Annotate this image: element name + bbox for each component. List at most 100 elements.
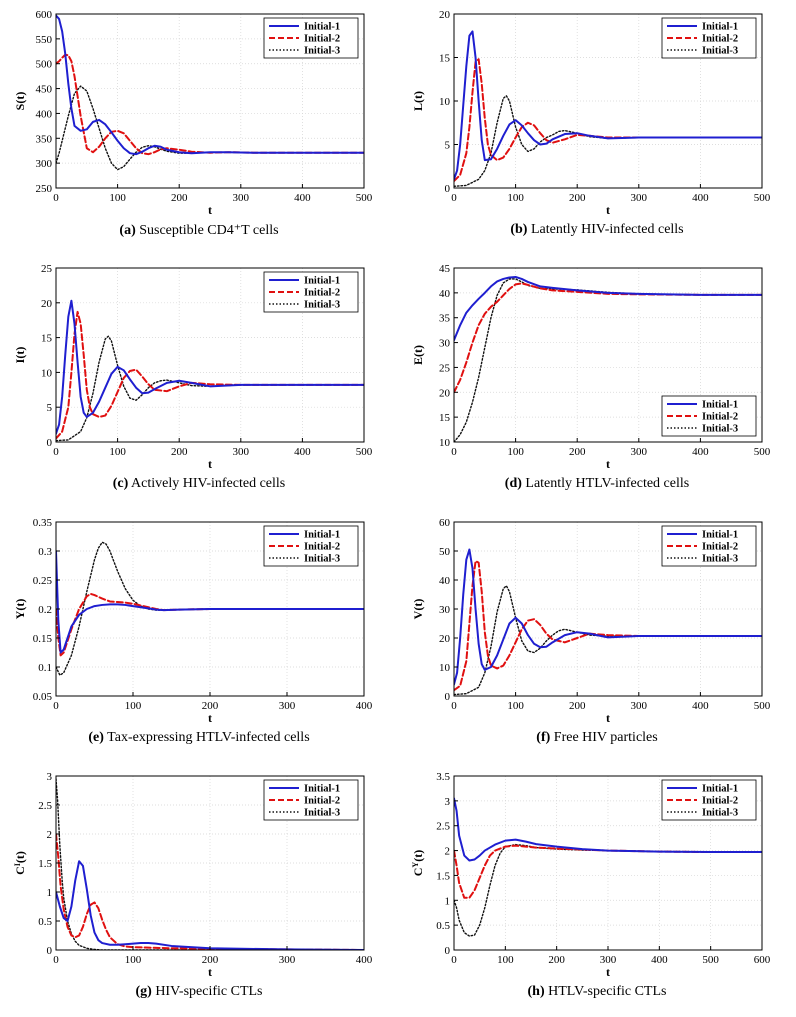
legend-label: Initial-2 (702, 412, 738, 423)
y-tick-label: 25 (439, 362, 451, 374)
series-line-initial-1 (56, 550, 364, 654)
x-tick-label: 300 (631, 192, 648, 204)
y-axis-label: CI(t) (13, 851, 28, 875)
x-axis-label: t (606, 457, 610, 471)
y-tick-label: 3.5 (436, 771, 450, 783)
series-group (56, 778, 364, 950)
x-tick-label: 300 (233, 446, 250, 458)
series-line-initial-2 (454, 282, 762, 394)
x-tick-label: 100 (507, 192, 524, 204)
caption-text: Actively HIV-infected cells (131, 476, 286, 491)
legend-label: Initial-3 (304, 46, 340, 57)
chart-a: 0 100 200 300 400 500 250 300 350 400 450 500 550 600… (13, 9, 373, 217)
x-tick-label: 400 (356, 954, 373, 966)
series-group (56, 541, 364, 676)
legend-label: Initial-1 (702, 530, 738, 541)
x-tick-label: 500 (702, 954, 719, 966)
y-axis-label: E(t) (411, 345, 425, 365)
y-tick-label: 40 (439, 288, 451, 300)
legend-label: Initial-3 (304, 808, 340, 819)
chart-f: 0 100 200 300 400 500 0 10 20 30 40 50 60 t V(t) Initia… (411, 517, 771, 725)
series-line-initial-3 (454, 585, 762, 696)
x-tick-label: 500 (356, 192, 373, 204)
x-tick-label: 400 (692, 446, 709, 458)
x-tick-label: 500 (754, 192, 771, 204)
x-tick-label: 200 (569, 446, 586, 458)
chart-c: 0 100 200 300 400 500 0 5 10 15 20 25 t I(t) Initial-1… (13, 263, 373, 471)
x-tick-label: 100 (507, 700, 524, 712)
series-line-initial-1 (454, 275, 762, 342)
y-tick-label: 35 (439, 313, 451, 325)
x-tick-label: 600 (754, 954, 771, 966)
series-group (56, 299, 364, 442)
axes-box (453, 267, 763, 443)
panel-a: 0 100 200 300 400 500 250 300 350 400 450 500 550 600… (0, 0, 398, 254)
x-tick-label: 100 (125, 700, 142, 712)
caption-text: Tax-expressing HTLV-infected cells (107, 730, 310, 745)
y-tick-label: 600 (36, 9, 53, 21)
legend-label: Initial-3 (702, 46, 738, 57)
y-tick-label: 60 (439, 517, 451, 529)
x-tick-label: 0 (451, 446, 457, 458)
y-tick-label: 20 (439, 9, 451, 21)
y-tick-label: 3 (445, 796, 451, 808)
y-axis-label: I(t) (13, 347, 27, 364)
y-tick-label: 30 (439, 604, 451, 616)
legend-label: Initial-1 (304, 784, 340, 795)
series-line-initial-1 (454, 30, 762, 181)
x-tick-label: 200 (569, 700, 586, 712)
y-tick-label: 0 (47, 437, 53, 449)
legend-label: Initial-1 (702, 22, 738, 33)
panel-b: 0 100 200 300 400 500 0 5 10 15 20 t L(t) Initial-1 In… (398, 0, 796, 254)
series-line-initial-1 (56, 860, 364, 950)
y-tick-label: 2 (47, 829, 53, 841)
y-tick-label: 45 (439, 263, 451, 275)
x-tick-label: 0 (53, 954, 59, 966)
caption-tag: (b) (510, 222, 528, 237)
grid (56, 776, 364, 950)
y-tick-label: 20 (41, 298, 53, 310)
y-tick-label: 1 (445, 895, 451, 907)
x-tick-label: 300 (631, 446, 648, 458)
x-tick-label: 300 (631, 700, 648, 712)
y-tick-label: 0.15 (33, 633, 53, 645)
y-tick-label: 0.3 (38, 546, 52, 558)
panel-caption: (a) Susceptible CD4⁺T cells (0, 222, 398, 239)
x-tick-label: 200 (202, 954, 219, 966)
x-tick-label: 200 (202, 700, 219, 712)
series-line-initial-3 (56, 778, 364, 950)
x-axis-label: t (606, 965, 610, 979)
x-tick-label: 400 (692, 700, 709, 712)
y-tick-label: 20 (439, 387, 451, 399)
y-tick-label: 0 (445, 183, 451, 195)
y-tick-label: 0.25 (33, 575, 53, 587)
y-tick-label: 30 (439, 338, 451, 350)
x-tick-label: 300 (279, 954, 296, 966)
x-tick-label: 500 (754, 700, 771, 712)
panel-caption: (f) Free HIV particles (398, 730, 796, 746)
chart-g: 0 100 200 300 400 0 0.5 1 1.5 2 2.5 3 t CI(t) Initial-… (13, 771, 373, 979)
y-tick-label: 0.35 (33, 517, 53, 529)
y-tick-label: 1 (47, 887, 53, 899)
y-tick-label: 15 (439, 53, 451, 65)
x-tick-label: 0 (53, 700, 59, 712)
x-tick-label: 100 (507, 446, 524, 458)
x-tick-label: 200 (171, 446, 188, 458)
x-tick-label: 100 (109, 192, 126, 204)
panel-h: 0 100 200 300 400 500 600 0 0.5 1 1.5 2 2.5 3 3.5 t CY(t… (398, 762, 796, 1016)
series-line-initial-1 (56, 299, 364, 435)
caption-tag: (e) (88, 730, 104, 745)
y-tick-label: 40 (439, 575, 451, 587)
y-axis-label: Y(t) (13, 599, 27, 620)
panel-g: 0 100 200 300 400 0 0.5 1 1.5 2 2.5 3 t CI(t) Initial-… (0, 762, 398, 1016)
legend-label: Initial-3 (304, 300, 340, 311)
series-group (454, 275, 762, 442)
y-tick-label: 20 (439, 633, 451, 645)
series-line-initial-2 (56, 833, 364, 950)
panel-d: 0 100 200 300 400 500 10 15 20 25 30 35 40 45 t E(t) Ini… (398, 254, 796, 508)
y-tick-label: 5 (47, 402, 53, 414)
legend-label: Initial-2 (702, 542, 738, 553)
panel-caption: (b) Latently HIV-infected cells (398, 222, 796, 238)
